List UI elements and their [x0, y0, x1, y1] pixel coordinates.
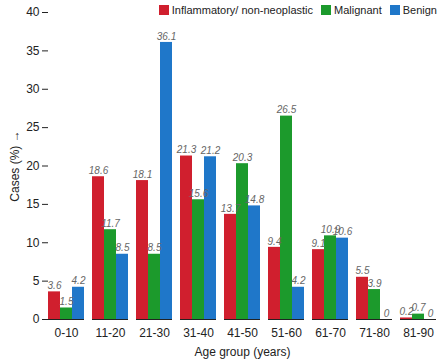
svg-text:8.5: 8.5 — [148, 242, 162, 253]
svg-text:31-40: 31-40 — [183, 326, 214, 340]
svg-text:20.3: 20.3 — [232, 152, 253, 163]
svg-text:5.5: 5.5 — [356, 265, 370, 276]
svg-text:5: 5 — [33, 274, 40, 288]
svg-text:0-10: 0-10 — [54, 326, 78, 340]
svg-text:0: 0 — [428, 308, 434, 319]
svg-text:13.7: 13.7 — [221, 203, 241, 214]
svg-text:8.5: 8.5 — [116, 242, 130, 253]
svg-text:0.7: 0.7 — [412, 302, 426, 313]
svg-text:10.6: 10.6 — [333, 226, 353, 237]
svg-text:9.4: 9.4 — [268, 236, 282, 247]
svg-text:11-20: 11-20 — [96, 326, 126, 340]
svg-text:11.7: 11.7 — [101, 218, 120, 229]
html-text:Benign: Benign — [402, 4, 437, 16]
svg-text:40: 40 — [26, 5, 40, 19]
svg-text:35: 35 — [26, 44, 40, 58]
html-text:Malignant: Malignant — [334, 4, 382, 16]
html-text:Inflammatory/ non-neoplastic: Inflammatory/ non-neoplastic — [171, 4, 313, 16]
svg-text:0: 0 — [384, 308, 390, 319]
svg-text:71-80: 71-80 — [359, 326, 390, 340]
svg-text:4.2: 4.2 — [292, 275, 306, 286]
svg-text:41-50: 41-50 — [227, 326, 258, 340]
svg-text:0: 0 — [33, 312, 40, 326]
svg-text:25: 25 — [26, 120, 40, 134]
svg-text:30: 30 — [26, 82, 40, 96]
svg-text:3.6: 3.6 — [48, 280, 62, 291]
svg-text:14.8: 14.8 — [245, 194, 265, 205]
svg-text:18.1: 18.1 — [133, 169, 152, 180]
svg-text:81-90: 81-90 — [403, 326, 434, 340]
svg-text:21-30: 21-30 — [139, 326, 170, 340]
svg-text:1.5: 1.5 — [60, 296, 74, 307]
svg-text:4.2: 4.2 — [72, 275, 86, 286]
svg-text:Age group (years): Age group (years) — [194, 345, 290, 359]
svg-text:15: 15 — [26, 197, 40, 211]
svg-text:36.1: 36.1 — [157, 31, 176, 42]
svg-text:21.2: 21.2 — [200, 145, 221, 156]
svg-text:Cases (%) →: Cases (%) → — [8, 130, 22, 201]
svg-text:10.9: 10.9 — [320, 224, 341, 235]
svg-text:0.2: 0.2 — [399, 306, 414, 318]
svg-text:18.6: 18.6 — [89, 165, 109, 176]
svg-text:51-60: 51-60 — [271, 326, 302, 340]
svg-text:10: 10 — [26, 236, 40, 250]
svg-text:21.3: 21.3 — [176, 144, 197, 155]
svg-text:26.5: 26.5 — [276, 104, 297, 115]
svg-text:9.1: 9.1 — [312, 238, 326, 249]
svg-text:15.6: 15.6 — [189, 188, 209, 199]
svg-text:20: 20 — [26, 159, 40, 173]
svg-text:3.9: 3.9 — [368, 278, 382, 289]
svg-text:61-70: 61-70 — [315, 326, 346, 340]
